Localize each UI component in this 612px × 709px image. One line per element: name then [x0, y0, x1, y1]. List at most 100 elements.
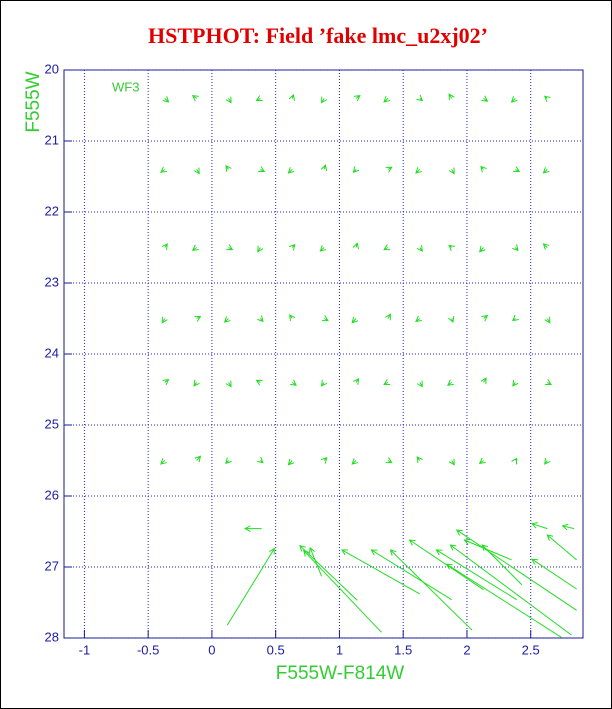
arrow	[385, 313, 391, 321]
arrow	[352, 242, 360, 250]
y-axis-label: F555W	[23, 71, 44, 132]
arrow	[160, 166, 167, 173]
arrow	[416, 94, 424, 102]
arrow	[416, 245, 423, 252]
arrow	[448, 458, 455, 466]
arrow	[383, 379, 391, 386]
arrow	[226, 244, 234, 251]
y-tick-label: 24	[45, 345, 59, 360]
y-tick-label: 23	[45, 274, 59, 289]
y-tick-label: 21	[45, 132, 59, 147]
arrow	[319, 245, 327, 252]
arrow	[226, 547, 275, 626]
x-tick-label: 2	[463, 642, 470, 657]
y-tick-label: 22	[45, 203, 59, 218]
arrow	[480, 377, 487, 385]
arrow	[445, 563, 562, 638]
arrow	[299, 544, 358, 601]
arrow	[383, 244, 391, 251]
arrow	[225, 165, 232, 172]
arrow	[193, 379, 200, 387]
arrow	[255, 95, 263, 102]
arrow	[545, 379, 553, 386]
x-tick-label: 1.5	[394, 642, 412, 657]
arrow	[290, 379, 297, 386]
arrow	[256, 456, 264, 464]
arrow	[352, 378, 360, 385]
arrow	[435, 549, 517, 601]
arrow	[341, 549, 421, 595]
arrow	[478, 457, 486, 464]
arrow	[288, 93, 295, 101]
x-tick-label: 0	[208, 642, 215, 657]
arrow	[194, 455, 202, 463]
arrow	[449, 544, 572, 636]
arrow	[385, 457, 393, 464]
arrow	[258, 166, 266, 173]
arrow	[416, 456, 423, 463]
y-tick-label: 20	[45, 61, 59, 76]
arrow	[321, 315, 329, 322]
arrow	[561, 523, 575, 531]
arrow	[370, 549, 452, 601]
arrow	[225, 380, 232, 388]
x-tick-label: 1	[336, 642, 343, 657]
arrow	[448, 93, 455, 101]
arrow	[257, 315, 264, 323]
arrow	[303, 549, 382, 633]
arrow	[225, 457, 232, 465]
arrow	[161, 316, 168, 324]
arrow	[544, 316, 551, 324]
y-tick-label: 28	[45, 629, 59, 644]
arrow	[513, 166, 521, 173]
y-tick-label: 27	[45, 558, 59, 573]
arrow	[193, 167, 200, 175]
arrow	[223, 316, 231, 323]
arrow	[510, 96, 518, 103]
arrow	[160, 458, 167, 465]
x-tick-label: -1	[79, 642, 91, 657]
arrow	[511, 457, 518, 465]
chart-title: HSTPHOT: Field ’fake lmc_u2xj02’	[148, 23, 488, 48]
arrow	[544, 458, 551, 465]
arrow	[415, 315, 422, 322]
annotation: WF3	[112, 79, 139, 94]
arrow	[225, 96, 232, 104]
arrow	[385, 166, 393, 173]
arrow	[287, 167, 295, 174]
arrow	[351, 458, 359, 465]
arrow	[161, 243, 168, 250]
arrow	[448, 316, 455, 324]
arrow	[480, 165, 487, 173]
x-tick-label: -0.5	[137, 642, 159, 657]
arrow	[353, 94, 361, 102]
arrow	[512, 314, 519, 322]
arrow	[455, 529, 577, 611]
arrow	[320, 379, 328, 387]
arrow	[546, 534, 577, 561]
arrow	[481, 95, 489, 102]
arrow	[308, 546, 323, 577]
arrow	[257, 245, 264, 253]
arrow	[255, 379, 263, 386]
arrow	[512, 244, 519, 252]
arrow	[512, 379, 519, 387]
arrow	[542, 167, 550, 174]
arrow	[531, 558, 577, 590]
arrow	[542, 243, 550, 250]
arrow	[351, 316, 359, 324]
y-tick-label: 25	[45, 416, 59, 431]
arrow	[162, 378, 170, 386]
arrow	[543, 95, 551, 103]
arrow	[481, 544, 523, 586]
arrow	[191, 94, 199, 102]
arrow	[287, 458, 295, 466]
arrow	[191, 244, 199, 251]
arrow	[320, 164, 328, 172]
arrow	[289, 314, 296, 321]
arrow	[416, 380, 423, 388]
y-tick-label: 26	[45, 487, 59, 502]
arrow	[244, 525, 262, 532]
